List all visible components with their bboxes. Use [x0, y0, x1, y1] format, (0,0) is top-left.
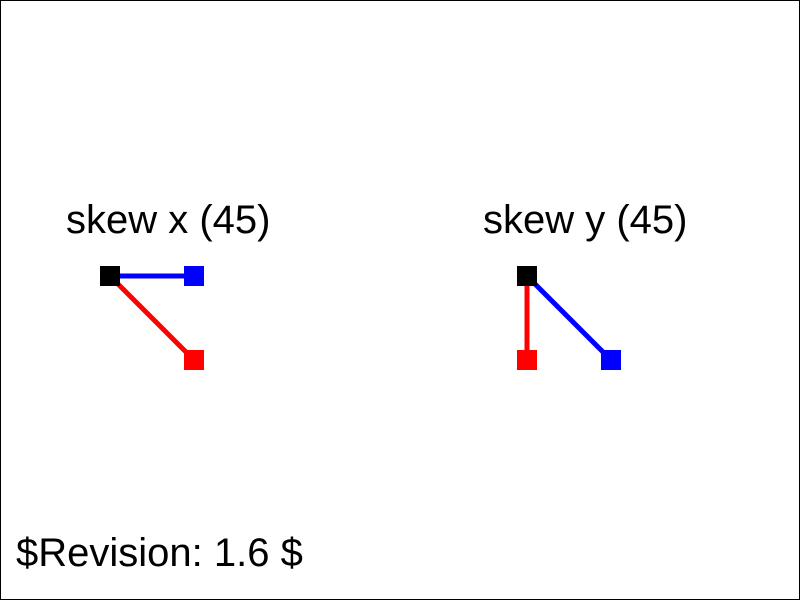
revision-label: $Revision: 1.6 $ [16, 531, 303, 575]
skew-y-title: skew y (45) [483, 198, 688, 242]
skew-x-y-endpoint-marker [184, 350, 204, 370]
skew-x-title: skew x (45) [66, 198, 271, 242]
skew-y-origin-marker [517, 266, 537, 286]
skew-y-panel: skew y (45) [483, 198, 688, 370]
skew-x-y-axis-line [108, 274, 196, 362]
skew-x-origin-marker [100, 266, 120, 286]
skew-y-y-endpoint-marker [517, 350, 537, 370]
skew-y-x-endpoint-marker [601, 350, 621, 370]
skew-x-x-endpoint-marker [184, 266, 204, 286]
skew-x-panel: skew x (45) [66, 198, 271, 370]
skew-y-x-axis-line [525, 274, 613, 362]
